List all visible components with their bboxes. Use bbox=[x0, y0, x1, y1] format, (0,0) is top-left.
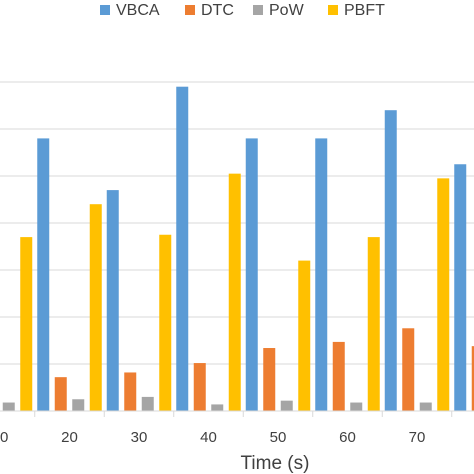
bar-dtc-70 bbox=[402, 328, 415, 411]
bar-vbca-40 bbox=[176, 86, 189, 411]
x-tick-label: 40 bbox=[200, 429, 217, 446]
bar-pow-20 bbox=[72, 399, 85, 411]
bar-pbft-10 bbox=[20, 237, 33, 411]
bar-dtc-30 bbox=[124, 372, 137, 411]
x-tick-label: 50 bbox=[270, 429, 287, 446]
x-tick-label: 30 bbox=[131, 429, 148, 446]
bar-vbca-30 bbox=[106, 190, 119, 411]
bar-pow-30 bbox=[141, 396, 154, 411]
x-axis-title: Time (s) bbox=[241, 453, 310, 474]
bar-dtc-60 bbox=[332, 341, 345, 411]
x-tick-label: 20 bbox=[61, 429, 78, 446]
bar-pbft-40 bbox=[228, 173, 241, 411]
legend-swatch-vbca bbox=[100, 5, 110, 15]
legend-label-dtc: DTC bbox=[201, 2, 234, 19]
x-tick-label: 60 bbox=[339, 429, 356, 446]
legend-swatch-dtc bbox=[185, 5, 195, 15]
bar-vbca-50 bbox=[245, 138, 258, 411]
bar-vbca-70 bbox=[384, 110, 397, 411]
bar-pbft-70 bbox=[437, 178, 450, 411]
bar-pow-10 bbox=[2, 402, 15, 411]
bar-vbca-80 bbox=[454, 164, 467, 411]
bars bbox=[2, 86, 474, 411]
legend-label-pbft: PBFT bbox=[344, 2, 385, 19]
x-tick-label: 70 bbox=[409, 429, 426, 446]
bar-dtc-80 bbox=[471, 346, 474, 411]
legend-label-vbca: VBCA bbox=[116, 2, 160, 19]
bar-pow-60 bbox=[350, 402, 363, 411]
bar-pow-40 bbox=[211, 404, 224, 411]
x-tick-labels: 1020304050607080 bbox=[0, 429, 426, 446]
legend: VBCA DTC PoW PBFT bbox=[100, 2, 385, 19]
bar-pbft-20 bbox=[89, 204, 102, 411]
bar-pbft-30 bbox=[159, 234, 172, 411]
bar-vbca-20 bbox=[37, 138, 50, 411]
bar-vbca-60 bbox=[315, 138, 328, 411]
bar-pow-70 bbox=[419, 402, 432, 411]
bar-dtc-40 bbox=[193, 363, 206, 411]
legend-swatch-pbft bbox=[328, 5, 338, 15]
bar-dtc-20 bbox=[54, 377, 67, 411]
x-tick-label: 10 bbox=[0, 429, 8, 446]
legend-swatch-pow bbox=[253, 5, 263, 15]
bar-pbft-50 bbox=[298, 260, 311, 411]
legend-label-pow: PoW bbox=[269, 2, 305, 19]
bar-pbft-60 bbox=[367, 237, 380, 411]
bar-pow-50 bbox=[280, 400, 293, 411]
bar-dtc-50 bbox=[263, 348, 276, 411]
